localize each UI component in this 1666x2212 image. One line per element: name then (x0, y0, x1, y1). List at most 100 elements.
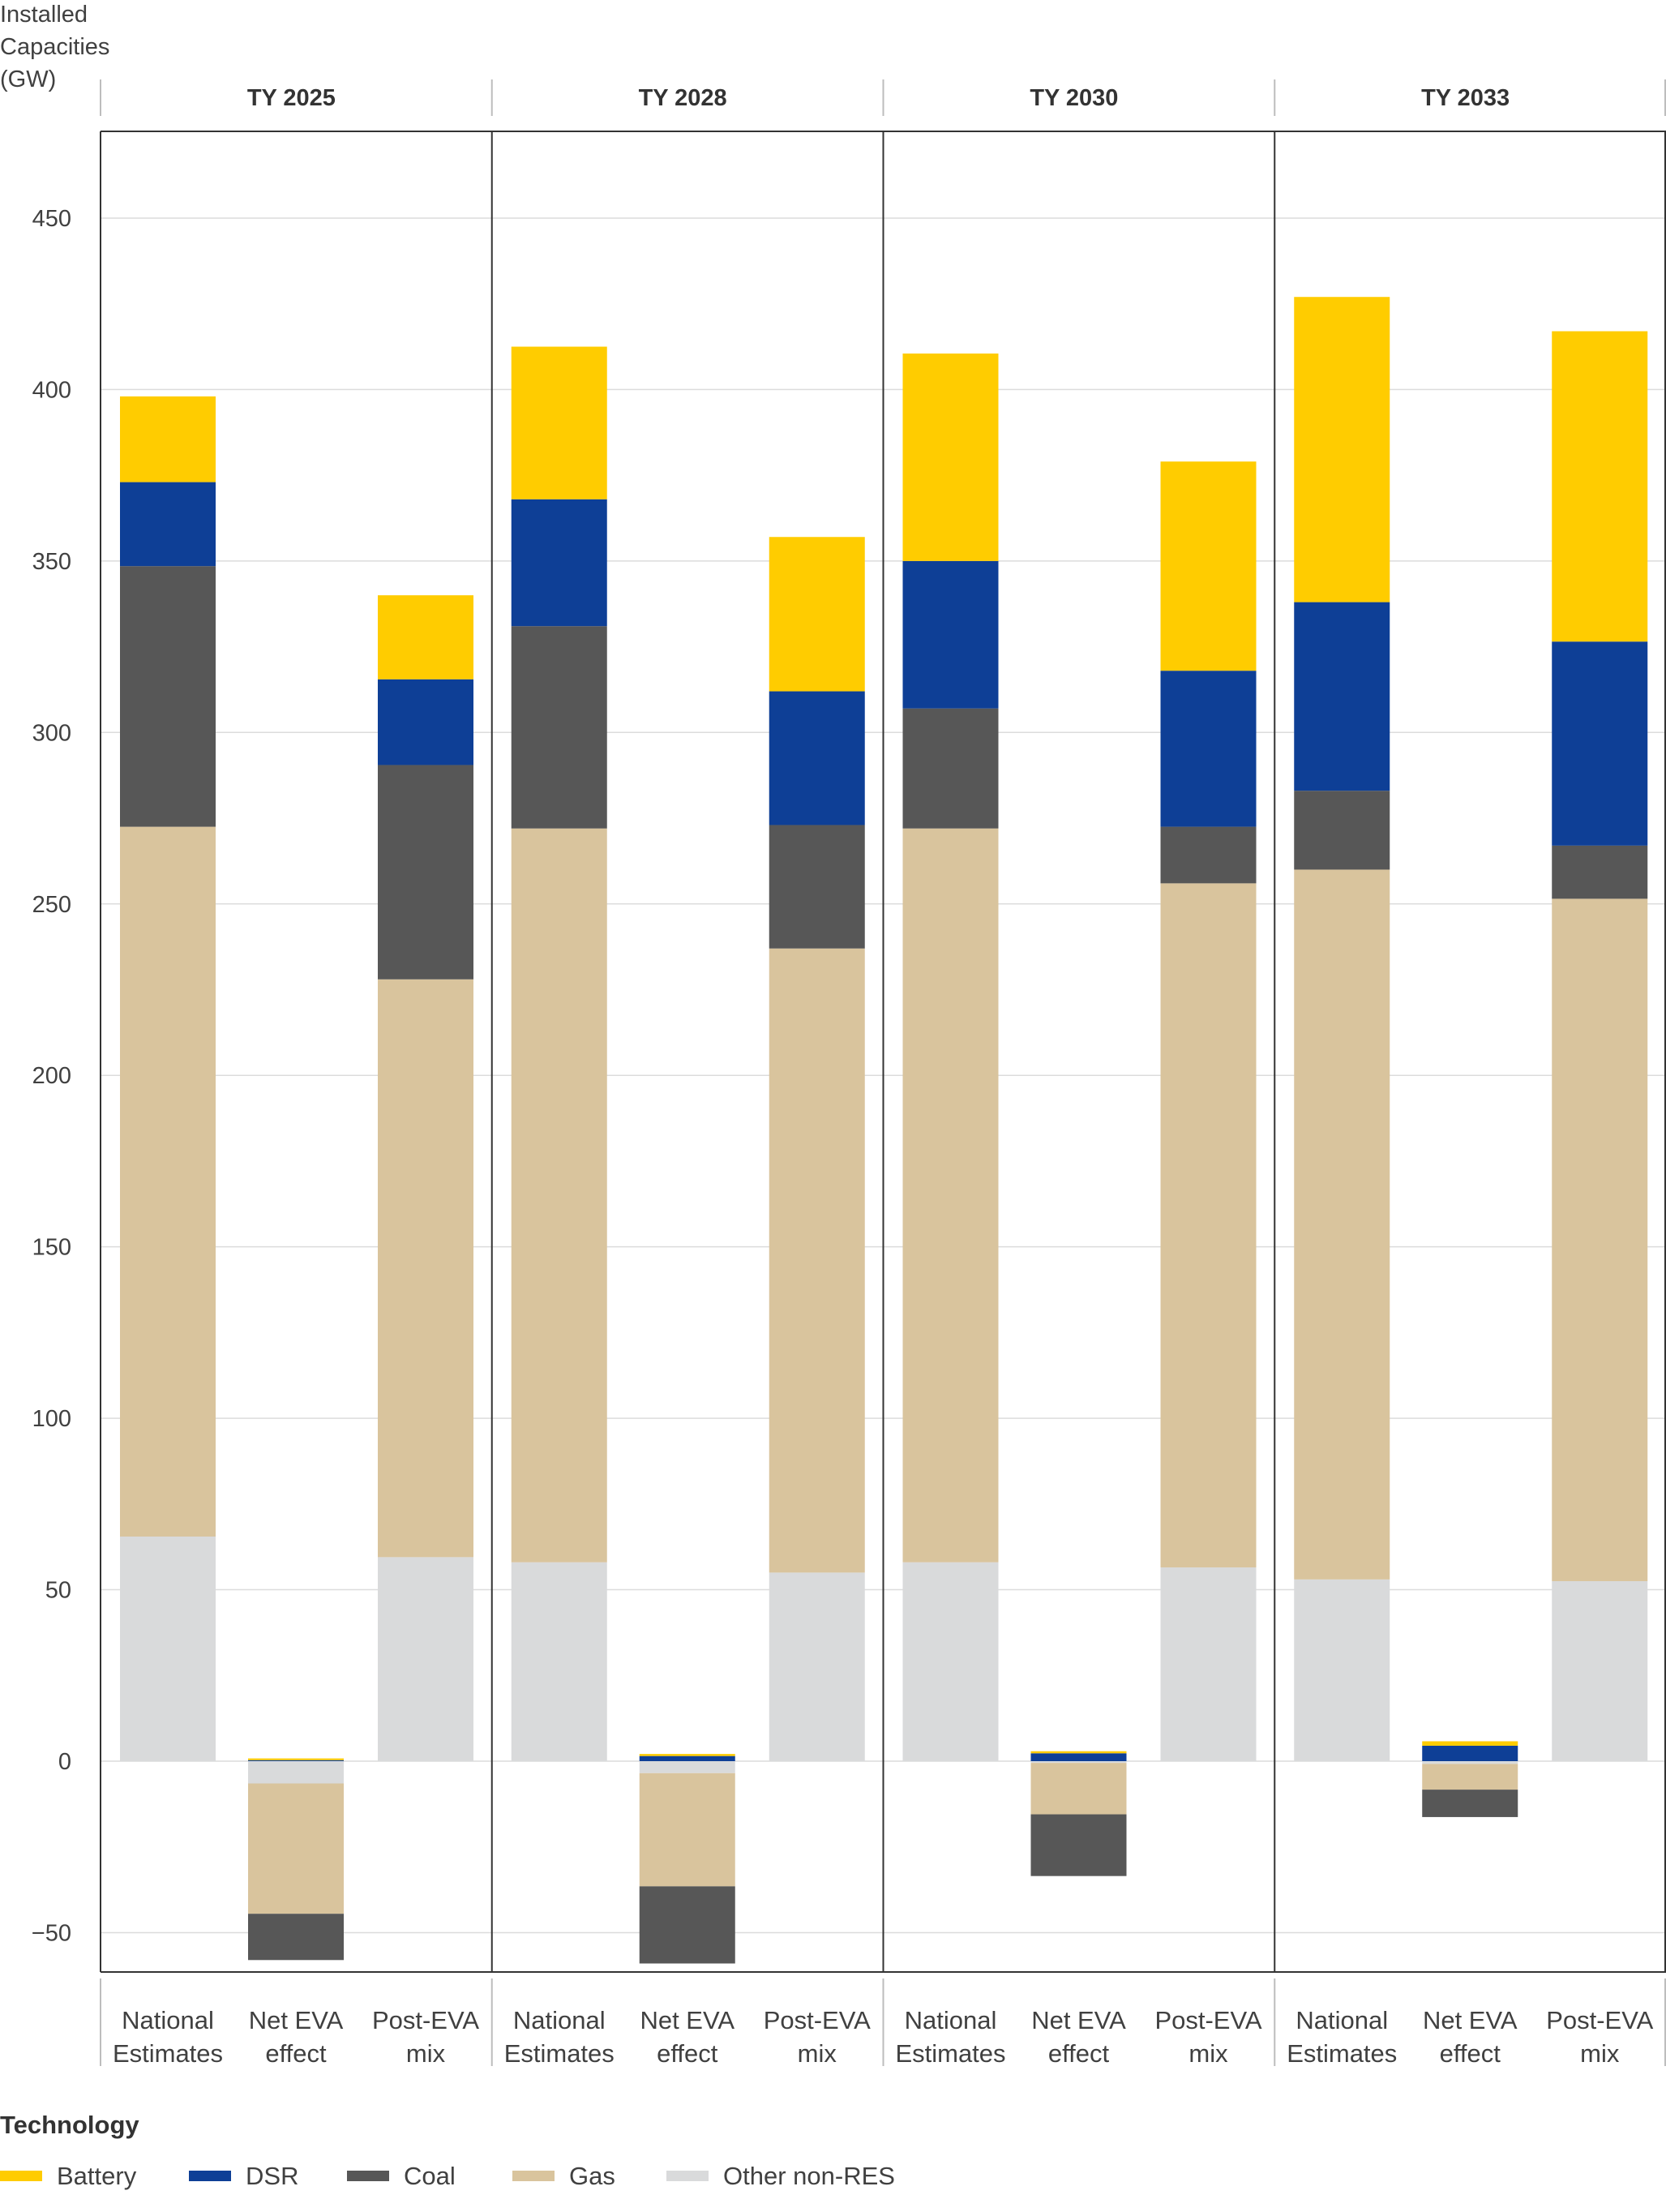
legend-label: Other non-RES (723, 2162, 895, 2190)
bar-segment (1552, 845, 1648, 899)
bar-segment (248, 1914, 344, 1961)
legend-label: Coal (404, 2162, 456, 2190)
y-tick-label: 0 (58, 1749, 71, 1775)
x-category-label: Net EVA (640, 2006, 734, 2034)
y-tick-label: 100 (32, 1406, 71, 1432)
bar-segment (1422, 1745, 1518, 1761)
panel-frames (100, 79, 1666, 2066)
legend-label: Battery (57, 2162, 137, 2190)
bar-segment (378, 679, 473, 765)
bar-segment (120, 1537, 216, 1761)
bar-segment (1552, 641, 1648, 846)
y-tick-label: 450 (32, 206, 71, 232)
x-category-label: effect (1048, 2039, 1110, 2068)
bar-segment (769, 1572, 865, 1761)
y-tick-label: 400 (32, 377, 71, 403)
bar-segment (639, 1773, 735, 1887)
y-tick-label: 200 (32, 1063, 71, 1089)
bar-segment (902, 828, 999, 1563)
bar-segment (1030, 1763, 1127, 1815)
bar-segment (639, 1886, 735, 1964)
y-tick-label: 150 (32, 1235, 71, 1261)
bar-segment (1294, 869, 1390, 1580)
bar-segment (1160, 671, 1257, 827)
bar-segment (1294, 1579, 1390, 1761)
x-category-label: Estimates (113, 2039, 223, 2068)
y-tick-label: 250 (32, 892, 71, 918)
x-category-label: Net EVA (249, 2006, 344, 2034)
bar-segment (1160, 461, 1257, 671)
bar-segment (1422, 1790, 1518, 1817)
bar-segment (1294, 791, 1390, 870)
bar-segment (1422, 1741, 1518, 1746)
y-tick-label: 350 (32, 549, 71, 575)
bar-segment (1422, 1761, 1518, 1764)
bar-segment (248, 1783, 344, 1914)
panel-header: TY 2025 (247, 85, 336, 111)
x-category-label: Estimates (1287, 2039, 1397, 2068)
bar-segment (902, 560, 999, 709)
bars (120, 297, 1648, 1964)
x-category-label: National (905, 2006, 997, 2034)
legend-swatch (347, 2171, 389, 2181)
bar-segment (248, 1760, 344, 1761)
bar-segment (769, 691, 865, 825)
x-category-label: Estimates (895, 2039, 1005, 2068)
chart-labels: −50 0 50 100 150 200 250 300 350 400 450 Installed C… (0, 2, 1654, 2068)
bar-segment (1160, 883, 1257, 1568)
legend-swatch (512, 2171, 555, 2181)
x-category-label: Estimates (504, 2039, 615, 2068)
bar-segment (769, 825, 865, 949)
bar-segment (120, 566, 216, 827)
bar-segment (120, 826, 216, 1537)
bar-segment (1160, 826, 1257, 884)
x-category-label: effect (657, 2039, 718, 2068)
panel-header: TY 2030 (1030, 85, 1118, 111)
bar-segment (1422, 1764, 1518, 1790)
x-category-label: mix (1188, 2039, 1228, 2068)
legend-label: Gas (569, 2162, 615, 2190)
bar-segment (639, 1755, 735, 1761)
bar-segment (769, 537, 865, 692)
panel-header: TY 2028 (639, 85, 727, 111)
bar-segment (378, 1557, 473, 1761)
x-category-label: mix (1580, 2039, 1620, 2068)
bar-segment (248, 1761, 344, 1784)
legend-title: Technology (0, 2111, 139, 2139)
bar-segment (1552, 1580, 1648, 1761)
bar-segment (1552, 331, 1648, 642)
bar-segment (511, 1562, 607, 1761)
x-category-label: mix (798, 2039, 837, 2068)
x-category-label: Post-EVA (1546, 2006, 1653, 2034)
bar-segment (902, 353, 999, 561)
bar-segment (1552, 898, 1648, 1581)
bar-segment (120, 396, 216, 482)
bar-segment (511, 346, 607, 499)
bar-segment (511, 828, 607, 1563)
y-axis-label: Capacities (0, 34, 109, 60)
bar-segment (639, 1761, 735, 1773)
bar-segment (639, 1754, 735, 1756)
y-tick-label: −50 (32, 1920, 71, 1946)
y-tick-label: 50 (45, 1578, 71, 1604)
legend-swatch (189, 2171, 231, 2181)
legend-swatch (0, 2171, 42, 2181)
x-category-label: National (513, 2006, 606, 2034)
bar-segment (378, 979, 473, 1558)
x-category-label: Net EVA (1031, 2006, 1126, 2034)
y-axis-label: Installed (0, 2, 88, 28)
bar-segment (378, 765, 473, 980)
bar-segment (378, 595, 473, 679)
x-category-label: mix (406, 2039, 446, 2068)
x-category-label: effect (265, 2039, 327, 2068)
x-category-label: Post-EVA (372, 2006, 479, 2034)
bar-segment (511, 499, 607, 627)
legend-label: DSR (246, 2162, 298, 2190)
bar-segment (769, 948, 865, 1573)
legend-swatch (666, 2171, 709, 2181)
bar-segment (120, 482, 216, 567)
bar-segment (902, 708, 999, 829)
bar-segment (1294, 297, 1390, 602)
x-category-label: effect (1440, 2039, 1501, 2068)
x-category-label: Net EVA (1423, 2006, 1518, 2034)
